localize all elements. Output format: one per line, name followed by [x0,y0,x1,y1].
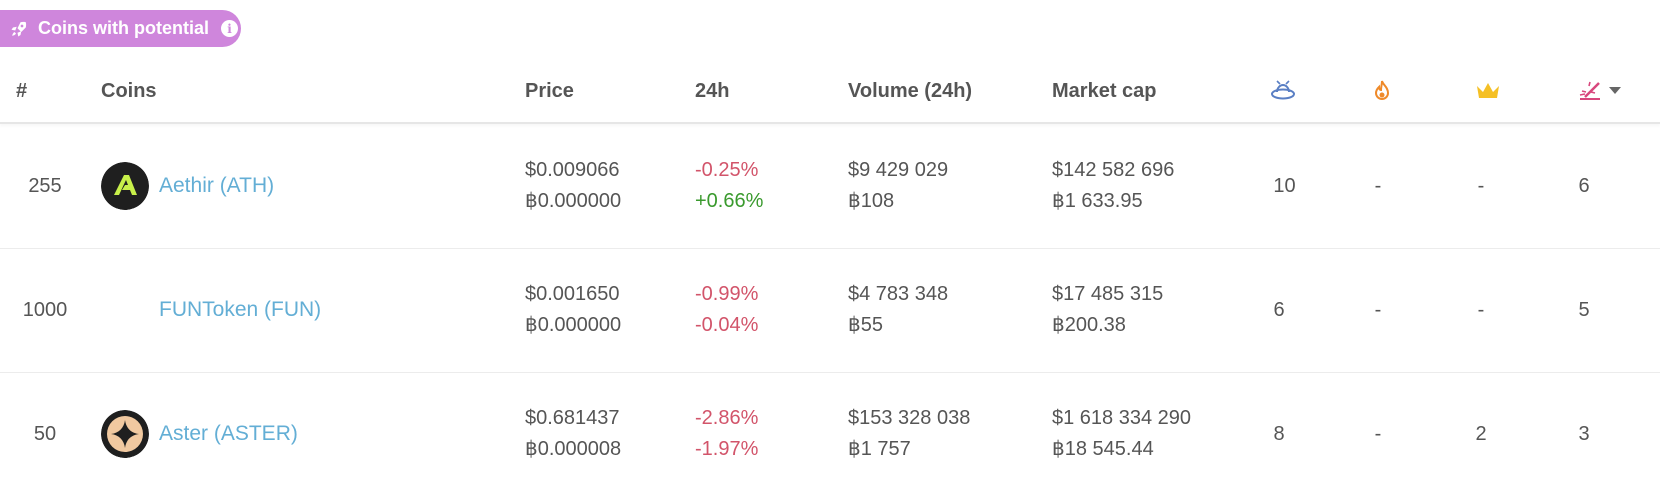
saucer-count: 10 [1273,174,1296,197]
fire-count: - [1374,422,1382,445]
change-btc: +0.66% [695,190,764,212]
price-usd: $0.009066 [525,159,620,181]
market-cap-cell: $17 485 315 ฿200.38 [1052,248,1163,372]
crown-icon[interactable] [1475,60,1501,122]
price-cell: $0.681437 ฿0.000008 [525,372,621,496]
saucer-count: 8 [1273,422,1285,445]
price-usd: $0.681437 [525,407,620,429]
rank-cell: 1000 [22,298,68,321]
change-cell: -0.25% +0.66% [695,124,763,248]
market-cap-header[interactable]: Market cap [1052,79,1157,102]
change-cell: -2.86% -1.97% [695,372,758,496]
volume-cell: $4 783 348 ฿55 [848,248,948,372]
volume-btc: ฿1 757 [848,438,911,460]
mcap-btc: ฿18 545.44 [1052,438,1154,460]
rocket-count: 5 [1578,298,1590,321]
change-cell: -0.99% -0.04% [695,248,758,372]
table-header: # Coins Price 24h Volume (24h) Market ca… [0,60,1660,124]
volume-btc: ฿108 [848,190,895,212]
coin-name-link[interactable]: FUNToken (FUN) [159,248,321,372]
coin-name-link[interactable]: Aster (ASTER) [159,372,298,496]
volume-btc: ฿55 [848,314,883,336]
market-cap-cell: $142 582 696 ฿1 633.95 [1052,124,1174,248]
fire-count: - [1374,298,1382,321]
caret-down-icon[interactable] [1609,60,1621,122]
rocket-launch-icon[interactable] [1577,60,1603,122]
crown-count: - [1477,174,1485,197]
saucer-count: 6 [1273,298,1285,321]
coins-with-potential-badge[interactable]: Coins with potential i [0,10,241,47]
saucer-icon[interactable] [1270,60,1296,122]
mcap-btc: ฿1 633.95 [1052,190,1143,212]
change-usd: -2.86% [695,407,759,429]
rank-cell: 50 [33,422,57,445]
market-cap-cell: $1 618 334 290 ฿18 545.44 [1052,372,1191,496]
price-btc: ฿0.000000 [525,314,622,336]
table-row[interactable]: 1000 FUNToken (FUN) $0.001650 ฿0.000000 … [0,248,1660,373]
coins-header[interactable]: Coins [101,79,157,102]
change-btc: -1.97% [695,438,759,460]
mcap-usd: $17 485 315 [1052,283,1164,305]
aster-logo-icon [101,410,149,458]
coin-name[interactable]: Aethir (ATH) [159,174,275,197]
rocket-icon [11,21,27,36]
table-row[interactable]: 50 Aster (ASTER) $0.681437 ฿0.000008 -2.… [0,372,1660,496]
change-usd: -0.25% [695,159,759,181]
fire-count: - [1374,174,1382,197]
rank-header[interactable]: # [16,79,28,102]
rocket-count: 3 [1578,422,1590,445]
change-btc: -0.04% [695,314,759,336]
price-btc: ฿0.000008 [525,438,622,460]
banner-label: Coins with potential [38,18,209,38]
rocket-count: 6 [1578,174,1590,197]
change-usd: -0.99% [695,283,759,305]
price-header[interactable]: Price [525,79,574,102]
table-row[interactable]: 255 Aethir (ATH) $0.009066 ฿0.000000 -0.… [0,124,1660,249]
price-btc: ฿0.000000 [525,190,622,212]
price-cell: $0.009066 ฿0.000000 [525,124,621,248]
coin-name-link[interactable]: Aethir (ATH) [159,124,274,248]
coin-logo[interactable] [101,372,149,496]
volume-header[interactable]: Volume (24h) [848,79,973,102]
aethir-logo-icon [101,162,149,210]
volume-usd: $4 783 348 [848,283,949,305]
price-usd: $0.001650 [525,283,620,305]
volume-cell: $9 429 029 ฿108 [848,124,948,248]
mcap-usd: $142 582 696 [1052,159,1175,181]
crown-count: - [1477,298,1485,321]
change-24h-header[interactable]: 24h [695,79,730,102]
info-icon[interactable]: i [221,20,238,37]
crown-count: 2 [1475,422,1487,445]
price-cell: $0.001650 ฿0.000000 [525,248,621,372]
volume-usd: $9 429 029 [848,159,949,181]
volume-cell: $153 328 038 ฿1 757 [848,372,970,496]
coin-name[interactable]: FUNToken (FUN) [159,298,322,321]
volume-usd: $153 328 038 [848,407,971,429]
fire-icon[interactable] [1372,60,1392,122]
coin-name[interactable]: Aster (ASTER) [159,422,298,445]
coin-logo[interactable] [101,124,149,248]
mcap-usd: $1 618 334 290 [1052,407,1192,429]
rank-cell: 255 [28,174,62,197]
mcap-btc: ฿200.38 [1052,314,1126,336]
